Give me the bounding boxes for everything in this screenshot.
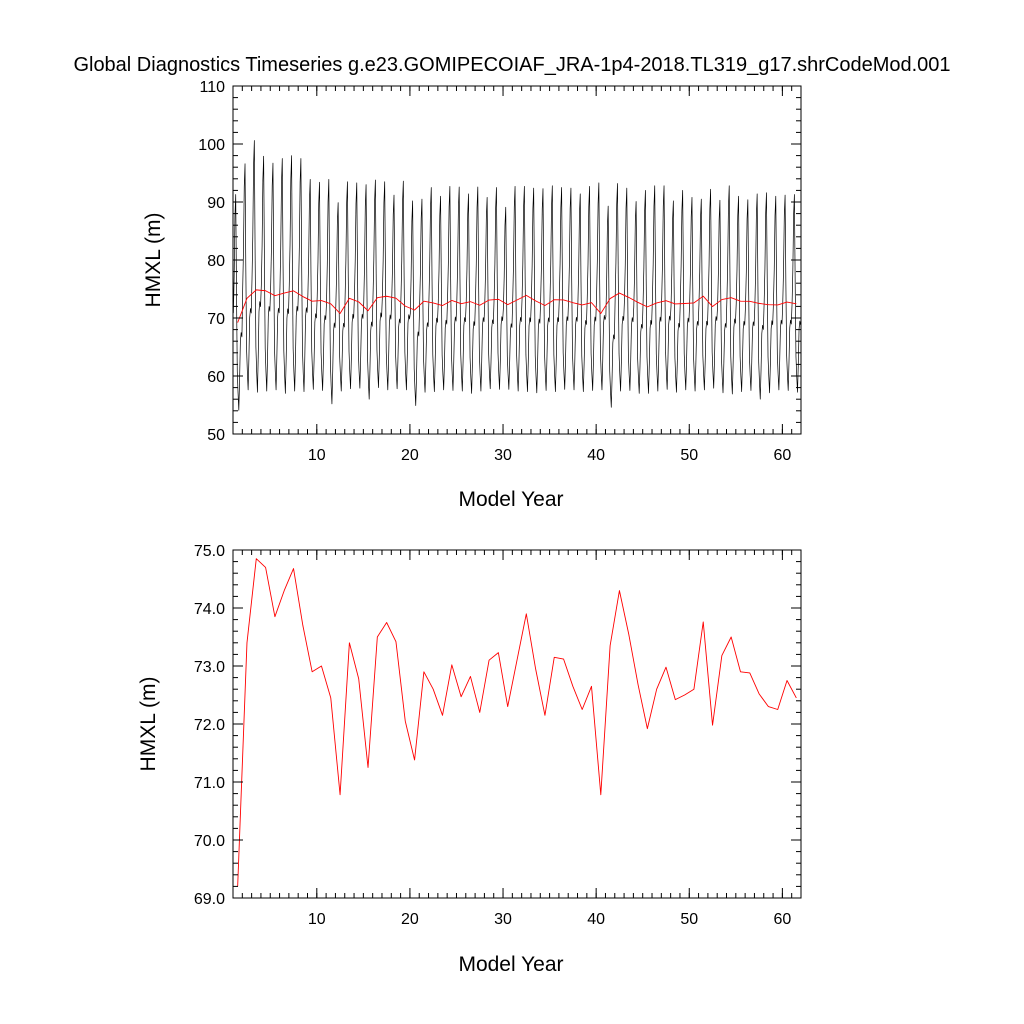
bottom-x-tick-label: 30 [494,911,512,928]
bottom-y-tick-label: 69.0 [194,891,225,908]
top-x-tick-label: 50 [680,447,698,464]
bottom-x-tick-label: 60 [773,911,791,928]
top-monthly-series-line [233,140,801,411]
bottom-axis-ticks: 10 20 30 40 50 60 69.0 70.0 71.0 72.0 73.0 74.0 75.0 [194,543,802,928]
figure-title: Global Diagnostics Timeseries g.e23.GOMI… [73,54,950,76]
top-y-tick-label: 70 [207,311,225,328]
bottom-x-tick-label: 20 [401,911,419,928]
top-x-tick-label: 10 [308,447,326,464]
bottom-annual-mean-series-line [237,558,797,887]
bottom-y-tick-label: 72.0 [194,717,225,734]
top-axis-ticks: 10 20 30 40 50 60 50 60 70 80 90 100 110 [198,79,802,464]
bottom-plot-data [237,558,797,887]
bottom-x-tick-label: 10 [308,911,326,928]
top-y-tick-label: 50 [207,427,225,444]
bottom-y-tick-label: 75.0 [194,543,225,560]
bottom-x-axis-label: Model Year [458,953,563,976]
bottom-panel: 10 20 30 40 50 60 69.0 70.0 71.0 72.0 73.0 74.0 75.0… [137,543,802,976]
top-y-tick-label: 110 [199,79,225,96]
bottom-y-tick-label: 71.0 [194,775,225,792]
top-x-tick-label: 30 [494,447,512,464]
bottom-y-tick-label: 70.0 [194,833,225,850]
bottom-y-axis-label: HMXL (m) [137,677,160,772]
bottom-x-tick-label: 40 [587,911,605,928]
top-x-tick-label: 60 [773,447,791,464]
top-y-tick-label: 100 [198,137,225,154]
top-x-axis-label: Model Year [458,488,563,511]
top-y-tick-label: 60 [207,369,225,386]
top-y-tick-label: 90 [207,195,225,212]
top-y-axis-label: HMXL (m) [142,213,165,308]
bottom-plot-frame [232,549,802,899]
top-y-tick-label: 80 [207,253,225,270]
top-annual-mean-series-line [237,289,797,323]
top-plot-data [233,140,801,411]
top-x-tick-label: 20 [401,447,419,464]
bottom-y-tick-label: 74.0 [194,601,225,618]
top-x-tick-label: 40 [587,447,605,464]
bottom-y-tick-label: 73.0 [194,659,225,676]
bottom-x-tick-label: 50 [680,911,698,928]
